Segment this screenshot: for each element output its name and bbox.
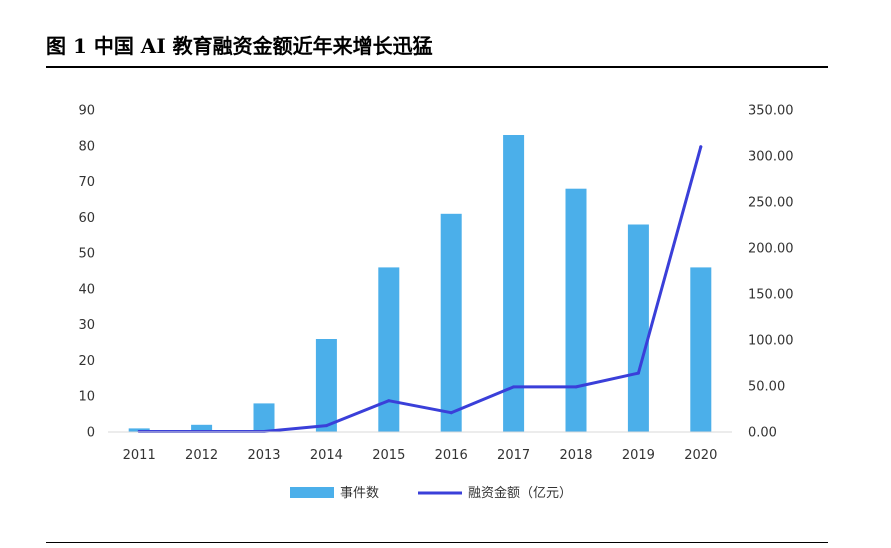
bar-2012 [191, 424, 213, 432]
right-y-axis: 0.00 50.00 100.00 150.00 200.00 250.00 300.00 3… [748, 104, 794, 441]
right-y-tick-label: 100.00 [748, 334, 794, 349]
line-point-2015 [387, 399, 391, 403]
bar-2017 [503, 135, 525, 432]
line-point-2016 [449, 411, 453, 415]
legend: 事件数 融资金额（亿元） [290, 485, 572, 501]
left-y-axis: 0 10 20 30 40 50 60 70 80 90 [78, 104, 95, 441]
left-y-tick-label: 10 [78, 390, 95, 405]
bottom-rule [46, 542, 828, 543]
title-rule [46, 66, 828, 68]
right-y-tick-label: 50.00 [748, 380, 785, 395]
bar-2015 [378, 267, 400, 432]
x-tick-label: 2017 [497, 448, 530, 463]
line-point-2014 [324, 424, 328, 428]
legend-line-label: 融资金额（亿元） [468, 485, 572, 501]
x-tick-label: 2019 [622, 448, 655, 463]
right-y-tick-label: 0.00 [748, 426, 777, 441]
bar-2013 [253, 403, 275, 432]
bar-2014 [315, 339, 337, 432]
left-y-tick-label: 20 [78, 354, 95, 369]
left-y-tick-label: 60 [78, 211, 95, 226]
left-y-tick-label: 0 [87, 426, 95, 441]
line-series [137, 145, 703, 433]
bar-2020 [690, 267, 712, 432]
left-y-tick-label: 50 [78, 247, 95, 262]
x-tick-label: 2020 [684, 448, 717, 463]
left-y-tick-label: 40 [78, 282, 95, 297]
line-point-2019 [636, 371, 640, 375]
bar-2019 [627, 224, 649, 432]
bar-2018 [565, 188, 587, 432]
bar-series [128, 135, 712, 432]
figure-title: 图 1 中国 AI 教育融资金额近年来增长迅猛 [46, 34, 433, 58]
x-tick-label: 2016 [435, 448, 468, 463]
left-y-tick-label: 30 [78, 318, 95, 333]
line-point-2018 [574, 385, 578, 389]
x-tick-label: 2014 [310, 448, 343, 463]
right-y-tick-label: 200.00 [748, 242, 794, 257]
right-y-tick-label: 300.00 [748, 150, 794, 165]
legend-bar-swatch [290, 487, 334, 498]
x-tick-label: 2011 [123, 448, 156, 463]
right-y-tick-label: 350.00 [748, 104, 794, 119]
legend-bar-label: 事件数 [340, 486, 379, 501]
left-y-tick-label: 70 [78, 175, 95, 190]
x-tick-label: 2013 [247, 448, 280, 463]
x-tick-label: 2012 [185, 448, 218, 463]
x-axis: 2011 2012 2013 2014 2015 2016 2017 2018 2019 2020 [108, 431, 732, 463]
left-y-tick-label: 90 [78, 104, 95, 119]
line-funding-amount [137, 145, 703, 433]
left-y-tick-label: 80 [78, 139, 95, 154]
line-point-2020 [699, 145, 703, 149]
line-point-2017 [512, 385, 516, 389]
x-tick-label: 2015 [372, 448, 405, 463]
x-tick-label: 2018 [559, 448, 592, 463]
right-y-tick-label: 250.00 [748, 196, 794, 211]
bar-2016 [440, 213, 462, 432]
right-y-tick-label: 150.00 [748, 288, 794, 303]
